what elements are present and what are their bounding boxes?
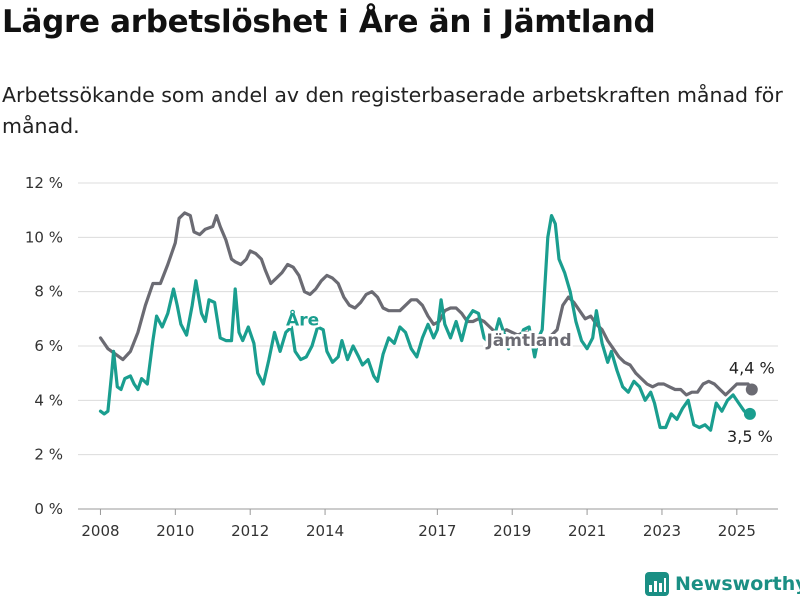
bar-chart-icon: [645, 572, 669, 596]
y-tick-label: 12 %: [25, 174, 63, 192]
logo-text: Newsworthy: [675, 573, 800, 595]
chart-title: Lägre arbetslöshet i Åre än i Jämtland: [2, 4, 656, 40]
y-tick-label: 10 %: [25, 228, 63, 246]
series-labels: 4,4 % 3,5 % Åre Jämtland: [284, 305, 775, 446]
y-tick-label: 0 %: [34, 500, 63, 518]
end-value-label: 3,5 %: [727, 427, 773, 446]
series-line-jamtland: [98, 211, 754, 397]
series-name-label: Åre: [286, 308, 319, 331]
series-end-point: [743, 407, 756, 420]
series-line-are: [98, 214, 752, 432]
y-tick-label: 6 %: [34, 337, 63, 355]
x-tick-label: 2025: [718, 522, 756, 540]
x-tick-label: 2023: [643, 522, 681, 540]
newsworthy-logo: Newsworthy: [645, 569, 800, 599]
x-tick-label: 2021: [568, 522, 606, 540]
x-tick-label: 2019: [493, 522, 531, 540]
y-gridlines: [78, 182, 778, 510]
series-name-label: Jämtland: [485, 331, 571, 351]
x-tick-label: 2014: [306, 522, 344, 540]
x-axis: 2008 2010 2012 2014 2017 2019 2021 2023 2025: [81, 509, 756, 540]
x-tick-label: 2008: [81, 522, 119, 540]
x-tick-label: 2012: [231, 522, 269, 540]
y-tick-label: 2 %: [34, 446, 63, 464]
end-value-label: 4,4 %: [729, 358, 775, 377]
series-lines: [98, 211, 758, 432]
y-tick-label: 8 %: [34, 283, 63, 301]
y-tick-label: 4 %: [34, 391, 63, 409]
x-tick-label: 2017: [418, 522, 456, 540]
x-tick-label: 2010: [156, 522, 194, 540]
y-axis-tick-labels: 0 % 2 % 4 % 6 % 8 % 10 % 12 %: [25, 174, 63, 518]
chart-subtitle: Arbetssökande som andel av den registerb…: [2, 83, 783, 138]
series-end-point: [745, 383, 758, 396]
